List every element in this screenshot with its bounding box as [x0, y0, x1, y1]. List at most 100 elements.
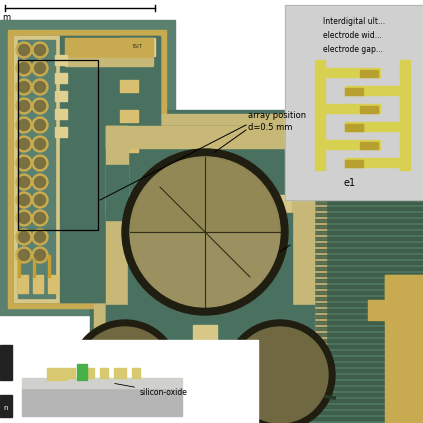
Circle shape — [32, 247, 48, 263]
Circle shape — [19, 120, 30, 131]
Bar — [67, 368, 75, 378]
Circle shape — [35, 82, 46, 93]
Bar — [315, 60, 325, 170]
Circle shape — [35, 157, 46, 168]
Bar — [325, 140, 380, 149]
Bar — [260, 327, 423, 330]
Circle shape — [35, 231, 46, 242]
Circle shape — [16, 117, 32, 133]
Bar — [55, 55, 67, 65]
Bar — [260, 255, 423, 258]
Bar — [114, 368, 126, 378]
Bar — [106, 347, 128, 369]
Bar — [77, 364, 87, 380]
Circle shape — [77, 327, 173, 423]
Circle shape — [32, 136, 48, 152]
Circle shape — [122, 149, 288, 315]
Bar — [260, 411, 423, 414]
Bar — [22, 388, 182, 416]
Bar — [55, 109, 67, 119]
Bar — [120, 38, 155, 56]
Bar — [360, 142, 378, 149]
Bar — [345, 122, 400, 131]
Bar — [260, 369, 423, 372]
Bar — [260, 399, 423, 402]
Bar — [260, 231, 423, 234]
Circle shape — [19, 176, 30, 187]
Text: d=0.5 mm: d=0.5 mm — [248, 123, 292, 132]
Circle shape — [232, 327, 328, 423]
Circle shape — [19, 212, 30, 223]
Bar — [260, 195, 423, 423]
Bar — [48, 255, 50, 277]
Bar — [18, 255, 20, 277]
Bar — [106, 126, 128, 148]
Circle shape — [70, 320, 180, 423]
Bar — [0, 340, 258, 423]
Circle shape — [19, 82, 30, 93]
Bar — [128, 213, 292, 333]
Bar — [360, 106, 378, 113]
Bar — [106, 165, 128, 220]
Bar — [60, 36, 160, 302]
Text: silicon-oxide: silicon-oxide — [115, 384, 188, 397]
Bar — [22, 378, 182, 388]
Circle shape — [32, 117, 48, 133]
Bar — [18, 40, 55, 298]
Bar — [106, 347, 314, 369]
Circle shape — [32, 98, 48, 114]
Bar — [100, 368, 108, 378]
Bar — [0, 395, 12, 417]
Bar — [260, 207, 423, 210]
Bar — [260, 363, 423, 366]
Bar — [8, 30, 166, 308]
Bar — [260, 237, 423, 240]
Bar — [260, 225, 423, 228]
Bar — [90, 110, 330, 385]
Circle shape — [16, 60, 32, 76]
Bar — [94, 114, 326, 381]
Circle shape — [35, 120, 46, 131]
Bar — [260, 201, 423, 204]
Bar — [260, 387, 423, 390]
Bar — [260, 351, 423, 354]
Bar — [55, 73, 67, 83]
Circle shape — [19, 250, 30, 261]
Bar — [260, 261, 423, 264]
Bar — [292, 305, 314, 360]
Bar — [106, 195, 314, 213]
Circle shape — [16, 79, 32, 95]
Bar — [140, 200, 155, 240]
Bar — [82, 368, 94, 378]
Bar — [285, 5, 423, 200]
Circle shape — [32, 174, 48, 190]
Bar — [260, 309, 423, 312]
Bar — [292, 126, 314, 369]
Bar — [260, 267, 423, 270]
Circle shape — [32, 192, 48, 208]
Bar — [33, 255, 35, 277]
Bar — [260, 291, 423, 294]
Bar — [106, 305, 128, 360]
Bar — [260, 219, 423, 222]
Bar — [260, 333, 423, 336]
Circle shape — [35, 250, 46, 261]
Bar — [106, 126, 128, 369]
Circle shape — [16, 98, 32, 114]
Text: n: n — [3, 405, 8, 411]
Bar — [360, 70, 378, 77]
Bar — [260, 285, 423, 288]
Bar — [193, 325, 217, 355]
Bar — [260, 273, 423, 276]
Bar — [260, 243, 423, 246]
Text: e1: e1 — [344, 178, 356, 188]
Bar — [55, 127, 67, 137]
Circle shape — [32, 155, 48, 171]
Bar — [325, 104, 380, 113]
Text: electrode gap...: electrode gap... — [323, 45, 383, 54]
Bar — [260, 249, 423, 252]
Bar — [120, 140, 138, 152]
Bar — [106, 126, 314, 369]
Circle shape — [35, 44, 46, 55]
Bar — [260, 297, 423, 300]
